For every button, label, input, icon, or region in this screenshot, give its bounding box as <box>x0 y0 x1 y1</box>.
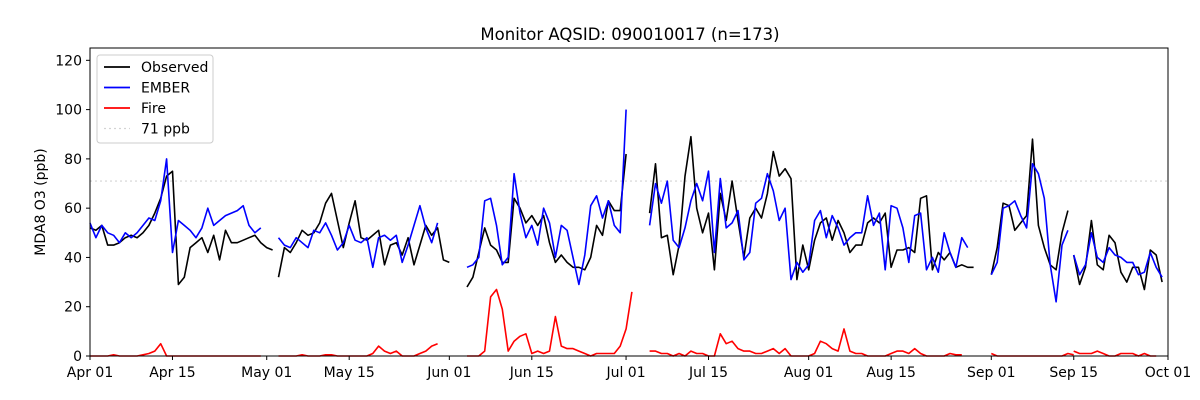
series-line-observed <box>466 153 627 288</box>
y-tick-label: 0 <box>73 349 82 365</box>
x-tick-label: Jul 01 <box>605 365 645 381</box>
series-line-fire <box>467 288 633 357</box>
x-tick-label: Apr 01 <box>67 365 113 381</box>
legend-box <box>96 54 214 144</box>
legend-label: Fire <box>141 101 166 117</box>
series-line-observed <box>990 138 1069 275</box>
y-axis: 0 20 40 60 80 100 120 <box>55 53 90 365</box>
legend: Observed EMBER Fire 71 ppb <box>96 54 214 144</box>
x-tick-label: Sep 15 <box>1049 365 1098 381</box>
series-line-observed <box>89 170 273 286</box>
x-tick-label: Sep 01 <box>967 365 1016 381</box>
y-axis-label: MDA8 O3 (ppb) <box>33 148 49 256</box>
series-line-observed <box>277 192 450 278</box>
y-tick-label: 80 <box>64 152 82 168</box>
series-line-ember <box>277 204 439 269</box>
legend-label: 71 ppb <box>141 122 190 138</box>
x-tick-label: Jul 15 <box>688 365 728 381</box>
series-line-fire <box>649 328 962 357</box>
x-tick-label: Jun 15 <box>509 365 554 381</box>
x-tick-label: Aug 15 <box>866 365 916 381</box>
legend-label: EMBER <box>141 81 190 97</box>
x-tick-label: Apr 15 <box>149 365 195 381</box>
x-tick-label: May 15 <box>324 365 375 381</box>
series-line-ember <box>990 163 1069 303</box>
series-line-ember <box>648 170 969 281</box>
series-line-fire <box>90 342 261 357</box>
x-tick-label: Jun 01 <box>426 365 471 381</box>
series-layer <box>89 109 1163 357</box>
series-line-ember <box>1072 232 1163 278</box>
y-tick-label: 120 <box>55 53 82 69</box>
y-tick-label: 60 <box>64 201 82 217</box>
x-axis: Apr 01 Apr 15 May 01 May 15 Jun 01 Jun 15 Jul … <box>67 356 1191 381</box>
x-tick-label: Oct 01 <box>1145 365 1191 381</box>
plot-frame <box>89 47 1169 357</box>
series-line-ember <box>466 109 627 286</box>
series-line-fire <box>1073 350 1157 357</box>
legend-label: Observed <box>141 60 208 76</box>
chart-title: Monitor AQSID: 090010017 (n=173) <box>480 25 779 44</box>
y-tick-label: 40 <box>64 250 82 266</box>
plot-area: Apr 01 Apr 15 May 01 May 15 Jun 01 Jun 15 Jul … <box>55 47 1191 381</box>
series-line-observed <box>648 135 974 281</box>
series-line-observed <box>1072 219 1163 291</box>
series-line-fire <box>278 342 438 357</box>
x-tick-label: Aug 01 <box>784 365 834 381</box>
y-tick-label: 20 <box>64 300 82 316</box>
series-line-ember <box>89 158 262 254</box>
x-tick-label: May 01 <box>241 365 292 381</box>
y-tick-label: 100 <box>55 103 82 119</box>
